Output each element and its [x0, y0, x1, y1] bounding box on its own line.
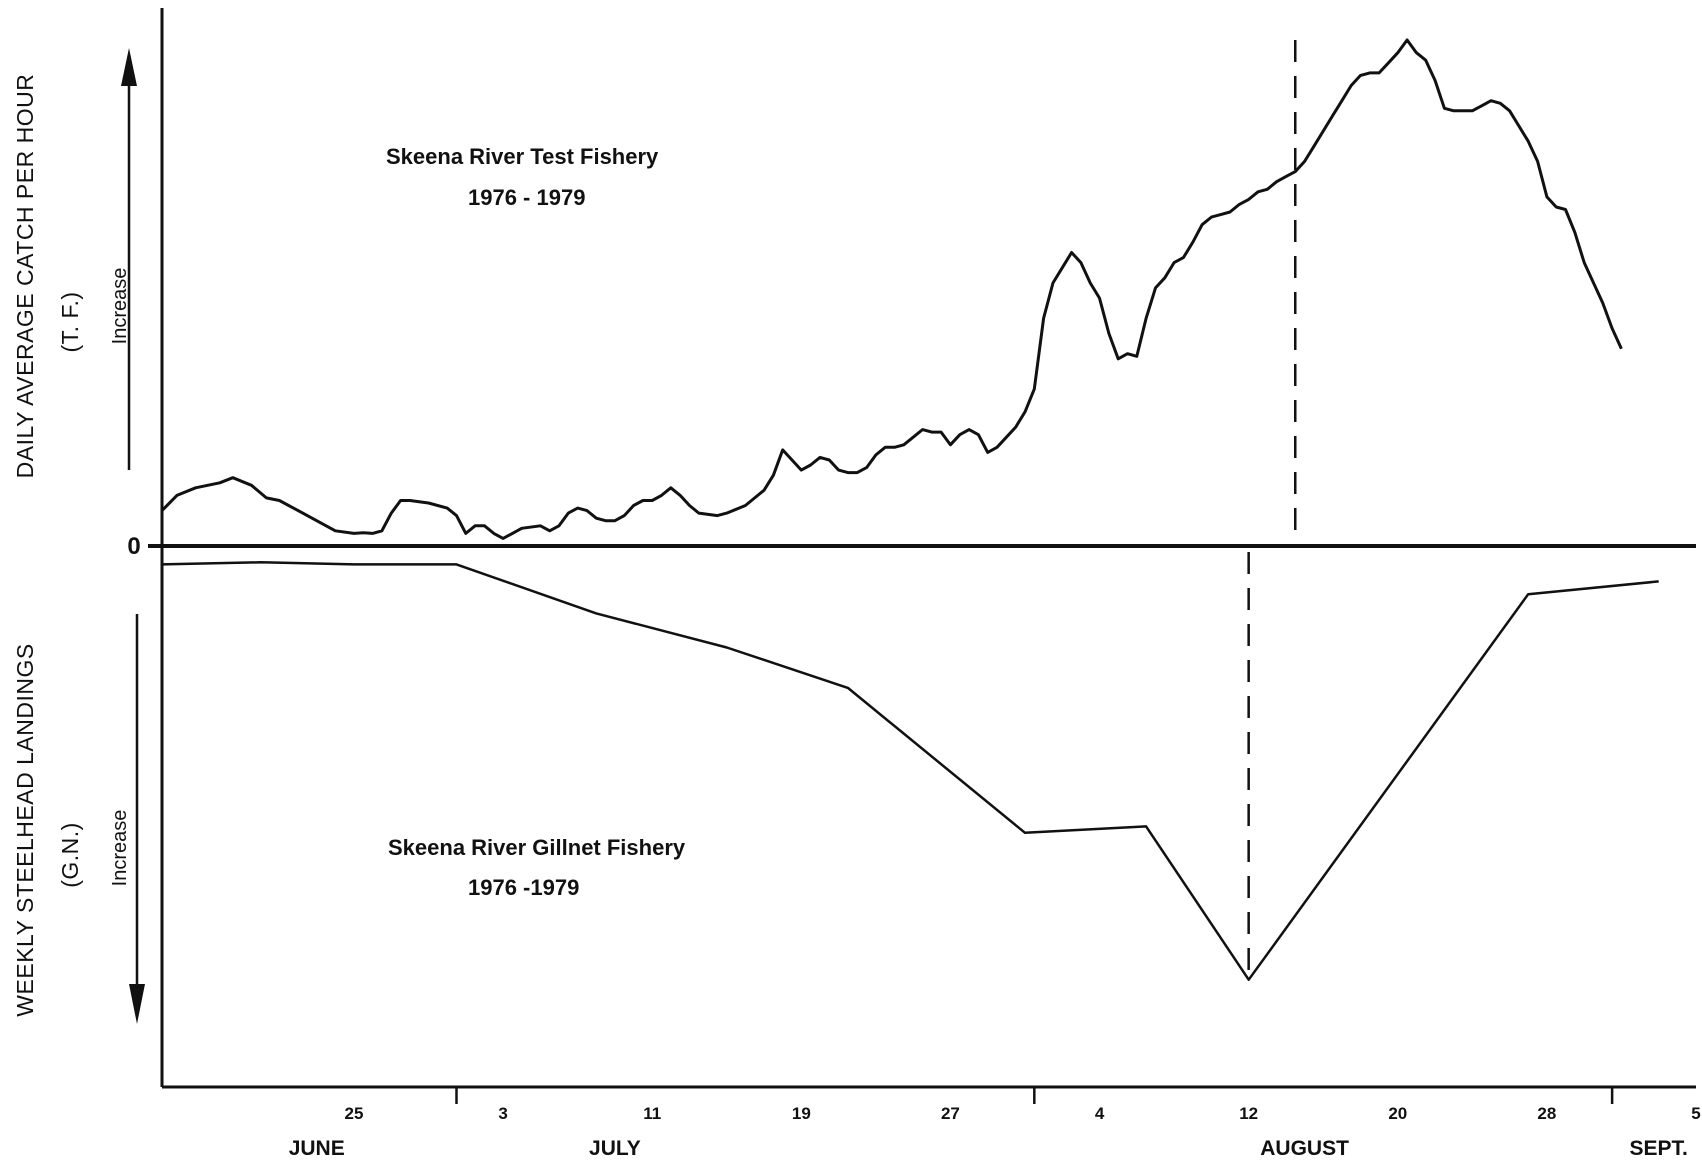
zero-label: 0	[127, 533, 140, 560]
x-tick-label: 11	[643, 1104, 661, 1123]
month-label: SEPT.	[1630, 1137, 1688, 1160]
increase-label-bottom: Increase	[109, 810, 131, 887]
x-tick-label: 4	[1095, 1104, 1105, 1123]
arrow-up-icon	[121, 48, 137, 86]
x-tick-label: 3	[498, 1104, 507, 1123]
plot-layer	[160, 38, 1659, 984]
arrow-down-icon	[129, 984, 145, 1024]
gillnet-fishery-title: Skeena River Gillnet Fishery	[388, 835, 686, 860]
x-tick-label: 19	[792, 1104, 811, 1123]
gillnet-fishery-years: 1976 -1979	[468, 875, 579, 900]
test-fishery-years: 1976 - 1979	[468, 185, 585, 210]
y-axis-sublabel-top: (T. F.)	[57, 292, 83, 353]
x-tick-label: 12	[1239, 1104, 1258, 1123]
test-fishery-title: Skeena River Test Fishery	[386, 144, 659, 169]
y-axis-label-top: DAILY AVERAGE CATCH PER HOUR	[12, 74, 38, 479]
increase-label-top: Increase	[109, 268, 131, 345]
x-tick-label: 25	[345, 1104, 364, 1123]
month-label: JUNE	[289, 1137, 345, 1160]
x-tick-label: 5	[1691, 1104, 1700, 1123]
gillnet-fishery-line	[161, 561, 1659, 981]
y-axis-label-bottom: WEEKLY STEELHEAD LANDINGS	[12, 643, 38, 1016]
test-fishery-line	[160, 38, 1623, 540]
x-tick-label: 27	[941, 1104, 960, 1123]
x-tick-label: 28	[1537, 1104, 1556, 1123]
month-label: AUGUST	[1260, 1137, 1349, 1160]
x-tick-label: 20	[1388, 1104, 1407, 1123]
y-axis-sublabel-bottom: (G.N.)	[57, 822, 83, 888]
month-label: JULY	[589, 1137, 641, 1160]
tick-layer: 25 3 11 19 27 4 12 20 28 5 JUNE JULY AUGUST SEPT.	[289, 1087, 1701, 1160]
